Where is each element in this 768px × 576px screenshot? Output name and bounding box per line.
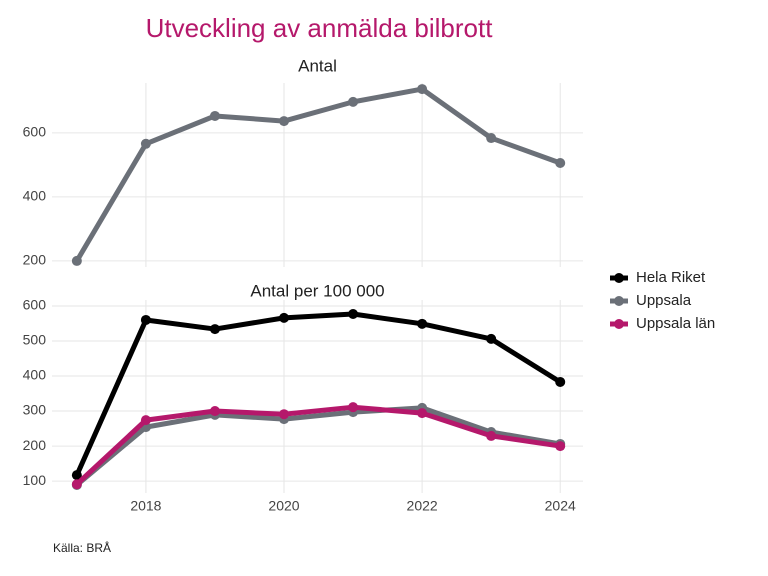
- point: [140, 415, 151, 426]
- point: [279, 116, 290, 127]
- point: [417, 318, 428, 329]
- y-tick-label: 200: [23, 437, 47, 453]
- point: [555, 158, 566, 168]
- y-tick-label: 300: [23, 402, 47, 418]
- y-tick-label: 200: [23, 252, 47, 268]
- point: [140, 314, 151, 325]
- x-tick-label: 2022: [407, 498, 438, 514]
- legend-label: Uppsala: [636, 292, 692, 309]
- point: [348, 96, 359, 107]
- point: [209, 110, 220, 121]
- y-tick-label: 500: [23, 332, 47, 348]
- panel-title: Antal: [298, 56, 337, 75]
- point: [348, 309, 359, 320]
- point: [209, 406, 220, 417]
- chart-title: Utveckling av anmälda bilbrott: [146, 13, 494, 43]
- point: [140, 138, 151, 149]
- panel-title: Antal per 100 000: [250, 281, 384, 300]
- point: [486, 133, 497, 144]
- y-tick-label: 100: [23, 472, 47, 488]
- point: [279, 312, 290, 323]
- point: [279, 409, 290, 420]
- legend-swatch: [614, 296, 624, 306]
- point: [555, 441, 566, 452]
- legend-swatch: [614, 319, 624, 329]
- point: [417, 408, 428, 419]
- point: [348, 402, 359, 413]
- point: [209, 324, 220, 335]
- series-line: [75, 405, 561, 487]
- legend-label: Uppsala län: [636, 315, 715, 332]
- x-tick-label: 2024: [545, 498, 576, 514]
- point: [71, 479, 82, 490]
- legend-swatch: [614, 273, 624, 283]
- point: [486, 333, 497, 344]
- point: [417, 84, 428, 95]
- x-tick-label: 2020: [268, 498, 299, 514]
- point: [486, 430, 497, 441]
- series-line: [74, 311, 562, 477]
- x-tick-label: 2018: [130, 498, 161, 514]
- series-line: [75, 404, 561, 487]
- y-tick-label: 400: [23, 367, 47, 383]
- point: [555, 376, 566, 387]
- legend-label: Hela Riket: [636, 269, 706, 286]
- y-tick-label: 400: [23, 188, 47, 204]
- caption: Källa: BRÅ: [53, 540, 111, 555]
- y-tick-label: 600: [23, 124, 47, 140]
- series-line: [74, 86, 562, 263]
- y-tick-label: 600: [23, 297, 47, 313]
- point: [71, 255, 82, 266]
- point: [71, 470, 82, 481]
